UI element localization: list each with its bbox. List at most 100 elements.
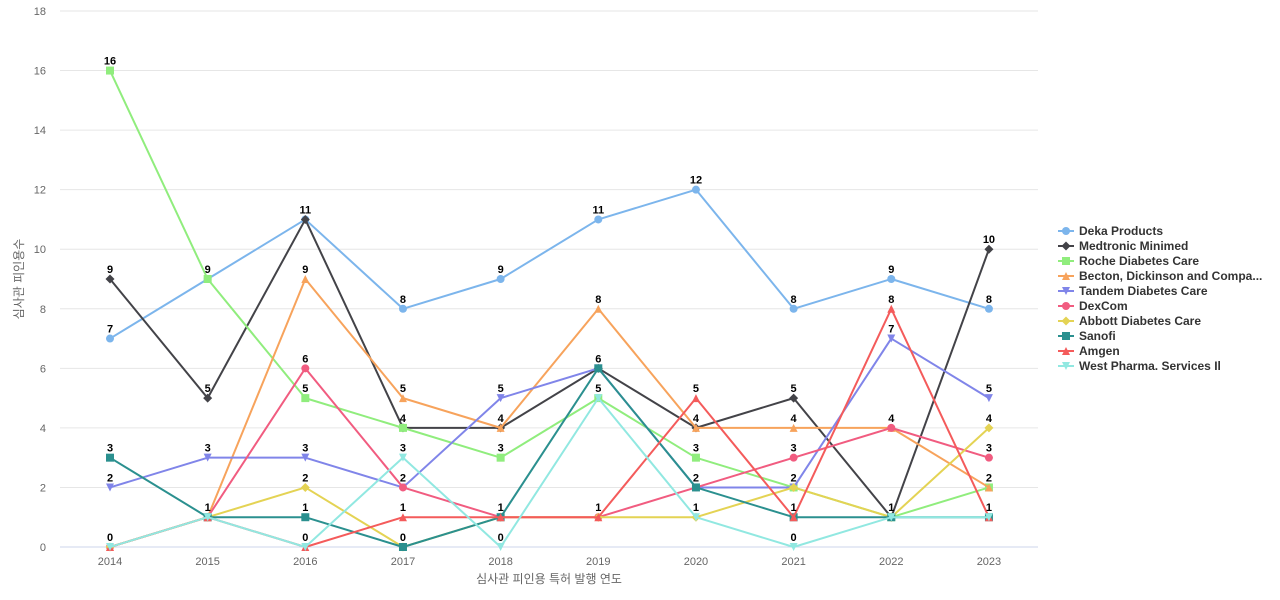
data-point[interactable]	[984, 483, 993, 492]
legend-item-becton-dickinson-and-compa[interactable]: Becton, Dickinson and Compa...	[1058, 269, 1262, 283]
data-point[interactable]	[789, 513, 798, 522]
data-point[interactable]	[984, 244, 994, 254]
legend-symbol[interactable]	[1062, 347, 1070, 355]
data-point[interactable]	[691, 483, 700, 492]
x-tick-label: 2022	[879, 556, 903, 568]
legend-label: West Pharma. Services Il	[1079, 359, 1221, 373]
legend-label: Roche Diabetes Care	[1079, 254, 1199, 268]
legend-symbol[interactable]	[1062, 287, 1070, 295]
data-point[interactable]	[594, 215, 603, 224]
data-point[interactable]	[887, 275, 896, 283]
data-point[interactable]	[789, 423, 798, 432]
data-point[interactable]	[984, 304, 993, 313]
data-point[interactable]	[789, 393, 799, 403]
data-point[interactable]	[301, 364, 310, 373]
data-label: 0	[107, 532, 113, 544]
data-point[interactable]	[301, 543, 310, 551]
data-point[interactable]	[398, 423, 407, 432]
legend-symbol[interactable]	[1062, 332, 1070, 340]
data-point[interactable]	[301, 453, 310, 462]
data-label: 4	[693, 413, 700, 425]
data-point[interactable]	[301, 275, 310, 283]
data-point[interactable]	[984, 513, 993, 522]
data-point[interactable]	[887, 334, 896, 343]
legend-symbol[interactable]	[1062, 257, 1070, 265]
data-point[interactable]	[691, 185, 700, 194]
data-point[interactable]	[984, 394, 993, 403]
data-point[interactable]	[594, 394, 603, 403]
data-point[interactable]	[691, 394, 700, 403]
legend-symbol[interactable]	[1062, 272, 1070, 280]
data-label: 9	[498, 264, 504, 276]
data-point[interactable]	[984, 453, 993, 462]
legend-symbol[interactable]	[1061, 241, 1071, 251]
data-point[interactable]	[691, 423, 700, 432]
data-point[interactable]	[301, 513, 310, 522]
legend-item-abbott-diabetes-care[interactable]: Abbott Diabetes Care	[1058, 314, 1201, 328]
data-label: 2	[986, 472, 992, 484]
legend-symbol[interactable]	[1062, 227, 1070, 235]
data-point[interactable]	[398, 304, 407, 313]
data-point[interactable]	[300, 214, 310, 224]
data-point[interactable]	[203, 453, 212, 462]
x-tick-label: 2014	[98, 556, 122, 568]
data-point[interactable]	[789, 304, 798, 313]
data-point[interactable]	[594, 513, 603, 522]
data-point[interactable]	[887, 304, 896, 313]
data-point[interactable]	[203, 393, 213, 403]
data-point[interactable]	[887, 423, 896, 432]
legend-symbol[interactable]	[1062, 302, 1070, 310]
data-point[interactable]	[496, 453, 505, 462]
x-tick-label: 2020	[684, 556, 708, 568]
data-point[interactable]	[691, 453, 700, 462]
data-label: 7	[888, 324, 894, 336]
legend-item-roche-diabetes-care[interactable]: Roche Diabetes Care	[1058, 254, 1199, 268]
y-tick-label: 8	[40, 304, 46, 316]
data-point[interactable]	[398, 394, 407, 403]
data-point[interactable]	[496, 275, 505, 283]
legend-item-deka-products[interactable]: Deka Products	[1058, 224, 1163, 238]
data-label: 5	[302, 383, 308, 395]
legend-item-medtronic-minimed[interactable]: Medtronic Minimed	[1058, 239, 1188, 253]
data-point[interactable]	[106, 543, 114, 551]
data-point[interactable]	[496, 513, 505, 522]
data-point[interactable]	[691, 513, 700, 522]
data-point[interactable]	[301, 394, 310, 403]
data-point[interactable]	[496, 423, 505, 432]
data-point[interactable]	[789, 453, 798, 462]
data-point[interactable]	[203, 513, 212, 522]
data-point[interactable]	[106, 66, 114, 75]
data-point[interactable]	[594, 364, 603, 373]
legend-symbol[interactable]	[1061, 316, 1071, 326]
data-point[interactable]	[594, 304, 603, 313]
data-point[interactable]	[887, 513, 896, 522]
data-point[interactable]	[106, 453, 114, 462]
legend-label: DexCom	[1079, 299, 1128, 313]
legend-symbol[interactable]	[1062, 362, 1070, 370]
legend-item-dexcom[interactable]: DexCom	[1058, 299, 1128, 313]
data-point[interactable]	[203, 275, 212, 283]
legend-item-amgen[interactable]: Amgen	[1058, 344, 1120, 358]
data-point[interactable]	[496, 543, 505, 551]
data-point[interactable]	[789, 543, 798, 551]
data-point[interactable]	[106, 483, 114, 492]
data-label: 6	[302, 353, 308, 365]
data-point[interactable]	[398, 513, 407, 522]
data-point[interactable]	[300, 482, 310, 492]
legend-item-sanofi[interactable]: Sanofi	[1058, 329, 1116, 343]
legend-item-west-pharma-services-il[interactable]: West Pharma. Services Il	[1058, 359, 1221, 373]
data-point[interactable]	[398, 543, 407, 551]
data-point[interactable]	[105, 274, 115, 284]
data-label: 4	[888, 413, 895, 425]
data-point[interactable]	[398, 453, 407, 462]
data-point[interactable]	[496, 394, 505, 403]
data-label: 0	[302, 532, 308, 544]
data-point[interactable]	[398, 483, 407, 492]
data-point[interactable]	[106, 334, 114, 343]
data-label: 5	[595, 383, 601, 395]
data-point[interactable]	[984, 423, 994, 433]
data-point[interactable]	[789, 482, 799, 492]
legend-item-tandem-diabetes-care[interactable]: Tandem Diabetes Care	[1058, 284, 1208, 298]
series-roche-diabetes-care	[106, 66, 993, 522]
